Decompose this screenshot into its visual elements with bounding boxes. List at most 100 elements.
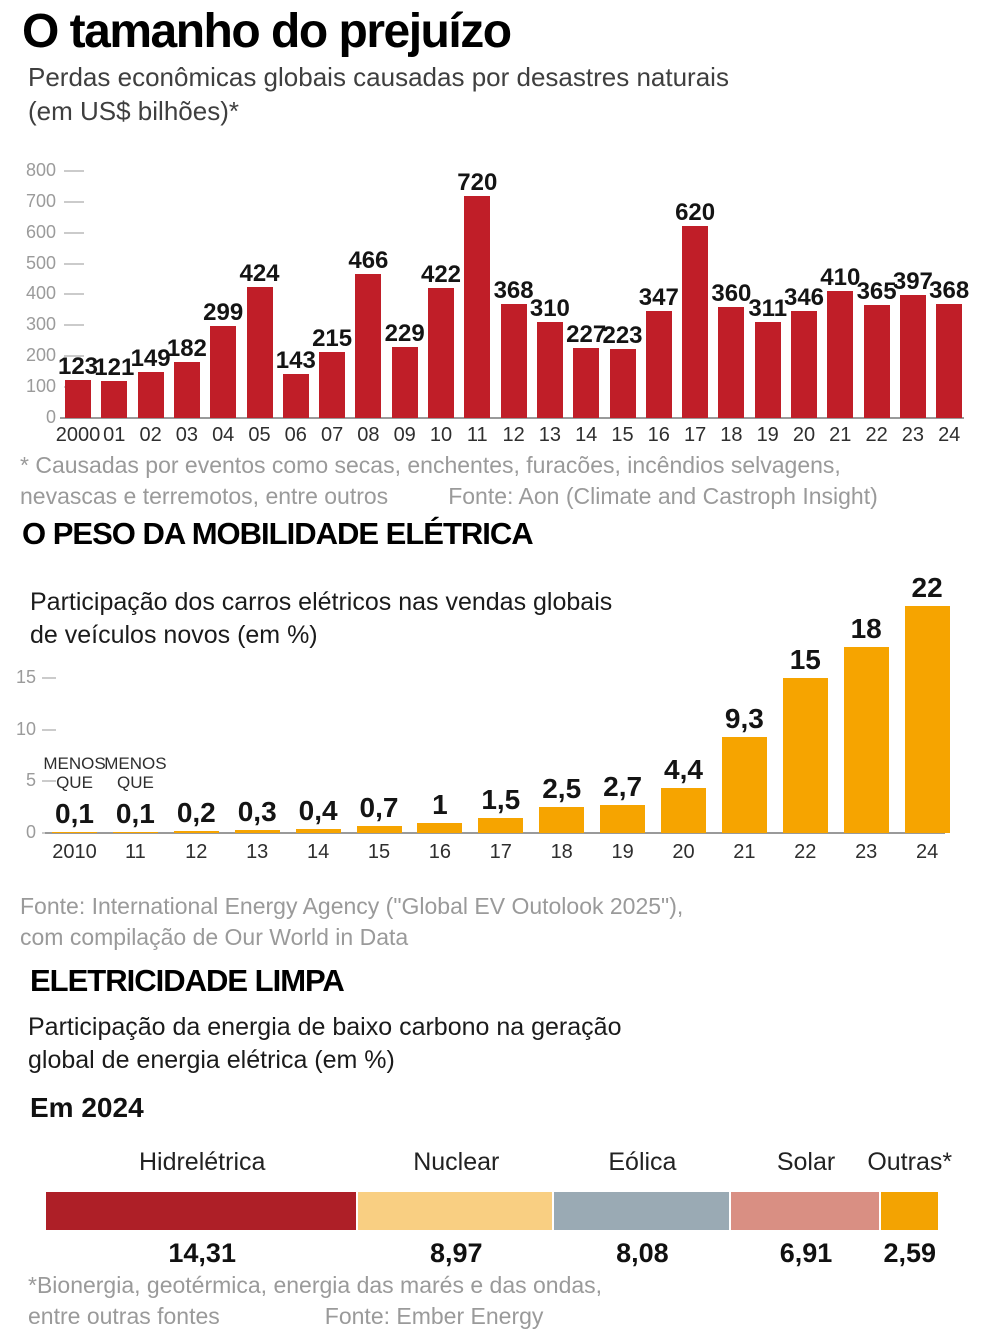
bar-value-label: 365 (856, 278, 897, 306)
bar-value-label: 215 (312, 324, 353, 352)
bar-14 (295, 828, 341, 833)
y-tick-dash (64, 231, 84, 234)
clean-electricity-subtitle-line2: global de energia elétrica (em %) (28, 1046, 395, 1074)
x-axis-label: 15 (367, 841, 391, 863)
x-axis-label: 07 (320, 424, 344, 446)
bar-19 (600, 805, 646, 833)
main-title: O tamanho do prejuízo (22, 5, 512, 58)
bar-value-label: 620 (675, 199, 716, 227)
y-axis-label: 10 (15, 718, 36, 739)
segment-hidreltrica (46, 1192, 359, 1230)
bar-13 (234, 829, 280, 833)
bar-value-label: 4,4 (664, 753, 703, 785)
bar-value-label: 15 (789, 644, 821, 675)
clean-electricity-subtitle-line1: Participação da energia de baixo carbono… (28, 1013, 622, 1041)
bar-11 (112, 831, 158, 833)
segment-value: 8,08 (616, 1238, 669, 1268)
bar-22 (782, 678, 828, 833)
x-axis-label: 18 (720, 424, 743, 446)
segment-elica (554, 1192, 731, 1230)
x-axis-label: 08 (357, 424, 380, 446)
main-subtitle-line1: Perdas econômicas globais causadas por d… (28, 62, 729, 92)
bar-value-label: 227 (566, 320, 607, 348)
segment-label: Solar (776, 1148, 836, 1176)
x-axis-label: 24 (938, 424, 961, 446)
bar-21 (721, 736, 767, 833)
x-axis-label: 14 (575, 424, 598, 446)
bar-13 (536, 322, 563, 418)
x-axis-label: 21 (829, 424, 852, 446)
y-axis-label: 800 (25, 159, 56, 180)
clean-footnote-text: entre outras fontes (28, 1303, 220, 1329)
bar-value-label: 360 (711, 279, 752, 307)
x-axis-label: 09 (393, 424, 416, 446)
y-axis-label: 300 (25, 314, 56, 335)
y-tick-dash (42, 728, 56, 731)
ev-chart-subtitle-line1: Participação dos carros elétricos nas ve… (30, 588, 613, 616)
main-subtitle-line2: (em US$ bilhões)* (28, 96, 239, 126)
y-tick-dash (64, 262, 84, 265)
bar-04 (210, 325, 237, 418)
y-tick-dash (64, 293, 84, 296)
bar-16 (417, 822, 463, 833)
bar-18 (539, 807, 585, 833)
bar-09 (391, 347, 418, 418)
ev-chart-heading: O PESO DA MOBILIDADE ELÉTRICA (22, 516, 534, 551)
y-tick-dash (64, 324, 84, 327)
bar-23 (843, 647, 889, 833)
bar-value-label: 368 (493, 277, 534, 305)
bar-16 (645, 310, 672, 418)
y-axis-label: 700 (25, 190, 56, 211)
bar-value-label: 182 (166, 334, 207, 362)
segment-value: 6,91 (779, 1238, 833, 1268)
bar-value-label: 346 (783, 284, 825, 312)
segment-nuclear (358, 1192, 555, 1230)
chart1-footnote-line2: nevascas e terremotos, entre outros Fonte… (20, 483, 878, 510)
y-axis-label: 5 (25, 770, 36, 791)
ev-chart-source-line2: com compilação de Our World in Data (20, 924, 409, 950)
bar-value-prefix: MENOS QUE (104, 753, 167, 792)
x-axis-label: 02 (139, 424, 162, 446)
bar-value-label: 123 (57, 352, 99, 380)
x-axis-label: 13 (538, 424, 562, 446)
bar-05 (246, 286, 273, 418)
segment-outras (881, 1192, 938, 1230)
y-axis-label: 500 (25, 252, 56, 273)
segment-value: 14,31 (168, 1238, 236, 1268)
ev-chart-subtitle-line2: de veículos novos (em %) (30, 621, 318, 649)
bar-value-label: 310 (529, 295, 570, 323)
x-axis-label: 23 (855, 841, 878, 863)
x-axis-label: 23 (901, 424, 925, 446)
bar-value-label: 2,7 (603, 771, 643, 803)
bar-11 (464, 195, 491, 418)
clean-footnote-line1: *Bionergia, geotérmica, energia das maré… (28, 1272, 603, 1298)
x-axis-label: 19 (756, 424, 779, 446)
x-axis-label: 17 (683, 424, 707, 446)
x-axis-label: 05 (248, 424, 271, 446)
y-axis-label: 15 (15, 667, 36, 687)
bar-2010 (52, 831, 97, 833)
bar-18 (718, 306, 745, 418)
y-axis-label: 0 (45, 407, 56, 427)
bar-23 (899, 295, 926, 418)
clean-source: Fonte: Ember Energy (324, 1303, 544, 1329)
bar-value-label: 0,3 (237, 795, 277, 827)
y-axis-label: 200 (25, 345, 56, 366)
bar-value-label: 720 (457, 168, 498, 196)
x-axis-label: 16 (647, 424, 670, 446)
segment-label: Nuclear (413, 1148, 500, 1176)
x-axis-label: 14 (306, 841, 330, 863)
bar-20 (791, 311, 817, 418)
bar-22 (863, 305, 890, 418)
x-axis-label: 22 (794, 841, 817, 863)
x-axis-label: 10 (429, 424, 453, 446)
bar-02 (137, 371, 164, 418)
bar-value-label: 229 (384, 320, 425, 348)
x-axis-label: 2010 (52, 841, 97, 863)
period-label: Em 2024 (30, 1092, 144, 1123)
x-axis-label: 03 (175, 424, 199, 446)
segment-solar (730, 1192, 882, 1230)
y-tick-dash (64, 200, 84, 203)
clean-electricity-stacked-bar (46, 1192, 938, 1230)
